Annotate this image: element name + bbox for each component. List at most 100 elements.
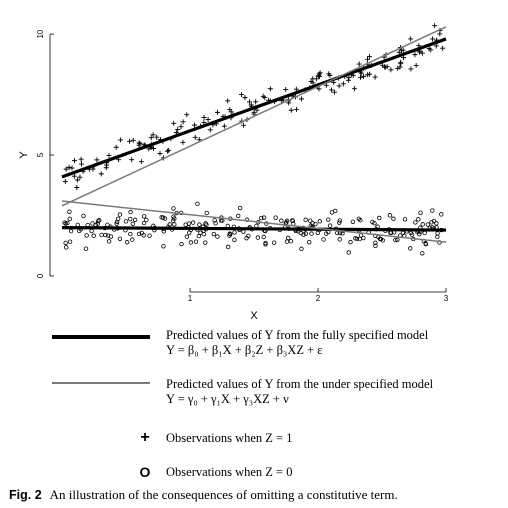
observation-z0-point [434,221,439,226]
legend-text-fully-specified: Predicted values of Y from the fully spe… [166,328,428,358]
observation-z0-point [430,208,435,213]
observation-z0-point [225,244,231,250]
observation-z0-point [62,220,67,225]
observation-z1-point [184,112,190,118]
y-tick-label: 5 [36,152,45,157]
observation-z1-point [201,114,207,120]
observation-z0-point [227,231,232,236]
observation-z1-point [372,74,378,80]
observation-z0-point [244,235,249,241]
observation-z0-point [179,241,184,247]
observation-z0-point [303,217,308,223]
observation-z0-point [357,236,362,242]
observation-z0-point [290,218,295,223]
observation-z1-point [314,76,320,82]
observation-z0-point [96,218,101,224]
observation-z0-point [354,236,360,242]
observation-z1-point [175,126,181,132]
observation-z0-point [178,210,184,215]
observation-z1-point [379,62,385,68]
observation-z0-point [337,220,342,225]
observation-z0-point [196,233,202,239]
observation-z1-point [180,119,186,125]
observation-z0-point [263,242,268,247]
observation-z0-point [425,222,431,227]
legend-line-under-specified [52,382,150,384]
observation-z1-point [239,92,245,98]
observation-z0-point [63,240,68,246]
observation-z1-point [63,166,69,172]
observation-z0-point [161,244,166,249]
observation-z0-point [172,222,177,227]
observation-z0-point [408,246,413,251]
legend-under-title: Predicted values of Y from the under spe… [166,377,434,391]
observation-z0-point [254,223,259,229]
observation-z1-point [79,161,85,167]
observation-z1-point [214,109,220,115]
observation-z0-point [117,236,123,241]
observation-z1-point [157,151,163,157]
observation-z0-point [89,228,94,234]
observation-z0-point [64,245,69,250]
observation-z0-point [197,222,202,227]
observation-z1-point [241,122,247,128]
observation-z0-point [326,217,331,222]
observation-z0-point [303,231,309,236]
observation-z0-point [337,237,342,242]
observation-z1-point [357,74,363,80]
observation-z1-point [408,66,414,72]
observation-z1-point [288,107,294,113]
observation-z0-point [144,217,149,223]
observation-z0-point [271,240,277,245]
observation-z0-point [402,217,408,222]
fit-lines [61,26,447,243]
legend-line-fully-specified [52,335,150,339]
observation-z1-point [246,99,252,105]
observation-z0-point [418,210,423,215]
observation-z1-point [298,96,304,102]
observation-z0-point [288,239,294,244]
observation-z0-point [91,233,96,238]
observation-z1-point [98,171,104,177]
observation-z1-point [433,43,439,49]
observation-z0-point [350,219,356,224]
observation-z1-point [62,178,68,184]
observation-z0-point [99,232,104,238]
observation-z0-point [439,212,444,217]
x-axis-label: X [250,310,258,322]
legend-text-z1: Observations when Z = 1 [166,431,293,445]
observation-z0-point [377,215,382,221]
observation-z0-point [306,239,312,245]
observation-z0-point [108,234,114,239]
observation-z0-point [236,213,241,219]
axes: 1 2 3 0 5 10 [36,29,449,303]
observation-z1-point [293,86,299,92]
observation-z1-point [136,142,142,148]
observation-z1-point [329,87,335,93]
observation-z0-point [284,218,290,224]
observation-z0-point [346,250,351,255]
observation-z0-point [171,206,176,211]
observation-z1-point [413,62,419,68]
observation-z0-point [232,237,237,243]
observation-z0-point [183,222,188,227]
observation-z0-point [423,242,429,247]
observation-z0-point [141,220,147,226]
observation-z0-point [105,222,110,227]
observation-z1-point [346,75,352,81]
observation-z0-point [348,239,353,245]
observation-z1-point [166,147,172,153]
scatter-plot: 1 2 3 0 5 10 X Y [18,23,449,322]
observation-z1-point [150,146,156,152]
observation-z1-point [75,177,81,183]
observation-z1-point [430,36,436,42]
y-tick-label: 10 [36,29,45,38]
observation-z1-point [399,47,405,53]
legend-under-equation: Y = γ₀ + γ₁X + γ₃XZ + ν [166,392,289,406]
observation-z1-point [77,174,83,180]
legend: Predicted values of Y from the fully spe… [0,322,508,482]
observation-z0-point [117,212,123,217]
observation-z1-point [201,119,207,125]
observation-z0-point [128,209,133,215]
legend-text-z0: Observations when Z = 0 [166,465,293,479]
